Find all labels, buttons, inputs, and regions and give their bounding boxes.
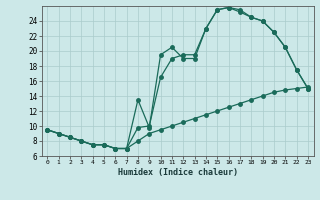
X-axis label: Humidex (Indice chaleur): Humidex (Indice chaleur) (118, 168, 237, 177)
